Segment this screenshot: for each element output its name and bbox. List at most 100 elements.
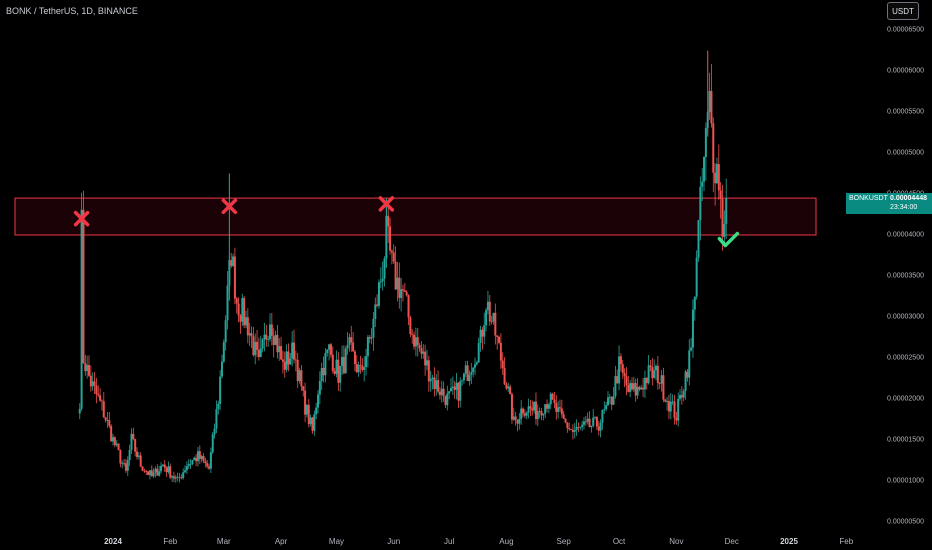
candle-body: [376, 304, 379, 306]
candle-body: [680, 395, 683, 398]
candle-body: [461, 380, 464, 382]
candle-body: [248, 333, 251, 336]
candle-body: [226, 285, 229, 321]
price-axis-label: 0.00006000: [887, 67, 924, 75]
candle-body: [102, 401, 105, 418]
rejection-cross-icon[interactable]: [221, 198, 238, 215]
candle-body: [239, 315, 242, 322]
candle-body: [488, 301, 491, 322]
candle-body: [206, 463, 209, 467]
candle-body: [355, 364, 358, 373]
candle-body: [717, 164, 720, 191]
candle-body: [592, 417, 595, 426]
candle-body: [339, 365, 342, 383]
candle-body: [396, 277, 399, 290]
candle-body: [431, 377, 434, 379]
confirmation-check-icon[interactable]: [717, 231, 740, 248]
candle-body: [84, 363, 87, 372]
candle-body: [616, 376, 619, 384]
candle-body: [470, 372, 473, 375]
candle-body: [425, 360, 428, 366]
candle-body: [285, 351, 288, 370]
candle-body: [311, 417, 314, 431]
candle-body: [233, 256, 236, 299]
candle-body: [667, 401, 670, 412]
candle-body: [383, 258, 386, 279]
candle-body: [651, 367, 654, 379]
candle-body: [147, 471, 150, 476]
candle-body: [475, 362, 478, 365]
candle-body: [126, 460, 129, 471]
candle-body: [261, 339, 264, 349]
candle-body: [331, 354, 334, 372]
price-axis-label: 0.00000500: [887, 518, 924, 526]
candle-body: [571, 429, 574, 432]
candle-body: [161, 464, 164, 466]
candle-body: [93, 381, 96, 386]
candle-body: [280, 346, 283, 360]
candle-body: [113, 437, 116, 446]
candle-body: [414, 337, 417, 347]
price-axis-label: 0.00006500: [887, 26, 924, 34]
candle-body: [416, 337, 419, 346]
candle-body: [437, 380, 440, 392]
candle-body: [575, 426, 578, 431]
candle-body: [649, 365, 652, 368]
candle-body: [682, 390, 685, 398]
candle-body: [619, 356, 622, 365]
candle-body: [457, 382, 460, 401]
candle-body: [366, 337, 369, 357]
currency-button[interactable]: USDT: [887, 2, 919, 20]
candle-body: [542, 413, 545, 416]
candle-body: [669, 401, 672, 412]
candle-body: [690, 347, 693, 351]
candle-body: [169, 466, 172, 478]
candle-body: [440, 388, 443, 396]
candle-body: [691, 309, 694, 348]
candle-body: [451, 386, 454, 388]
time-axis-label: Feb: [839, 537, 854, 546]
candle-body: [520, 408, 523, 419]
resistance-zone[interactable]: [14, 197, 817, 236]
candle-body: [703, 156, 706, 182]
candle-body: [558, 407, 561, 409]
candle-body: [289, 358, 292, 365]
candle-body: [117, 443, 120, 451]
candle-body: [244, 317, 247, 326]
time-axis-label: Dec: [724, 537, 739, 546]
candle-body: [614, 376, 617, 397]
candle-body: [318, 380, 321, 395]
candle-body: [401, 289, 404, 291]
candle-body: [298, 370, 301, 382]
candle-body: [370, 337, 373, 339]
candle-body: [429, 378, 432, 382]
candle-body: [666, 401, 669, 402]
candle-body: [688, 350, 691, 378]
candle-body: [455, 382, 458, 390]
time-axis-label: Oct: [612, 537, 626, 546]
candle-body: [254, 341, 257, 356]
candle-body: [335, 359, 338, 374]
candle-body: [405, 292, 408, 296]
candle-body: [638, 386, 641, 390]
rejection-cross-icon[interactable]: [378, 196, 395, 212]
candle-body: [232, 256, 235, 266]
candle-body: [337, 359, 340, 383]
candle-body: [195, 457, 198, 462]
candle-body: [507, 386, 510, 389]
candle-body: [459, 381, 462, 401]
price-axis-label: 0.00004000: [887, 231, 924, 239]
candle-body: [468, 374, 471, 382]
candle-body: [420, 348, 423, 354]
rejection-cross-icon[interactable]: [73, 210, 90, 227]
candle-body: [276, 334, 279, 353]
time-axis-label: May: [328, 537, 345, 546]
candle-body: [390, 250, 393, 253]
candle-body: [701, 181, 704, 187]
candle-body: [145, 470, 148, 472]
candle-body: [296, 359, 299, 382]
candle-body: [601, 409, 604, 423]
candle-body: [300, 370, 303, 387]
candle-body: [573, 430, 576, 432]
